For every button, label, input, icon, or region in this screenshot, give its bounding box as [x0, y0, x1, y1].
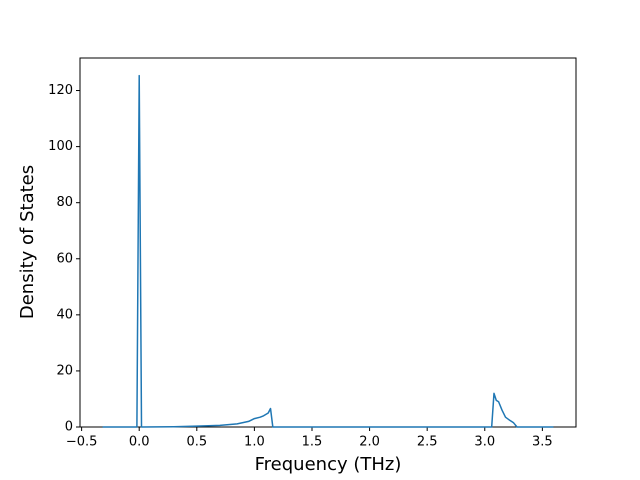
y-axis-label: Density of States: [17, 165, 38, 319]
y-tick-label: 20: [56, 363, 73, 378]
x-tick-label: 1.0: [244, 435, 265, 450]
y-tick-label: 120: [48, 83, 73, 98]
x-tick-label: 0.5: [186, 435, 207, 450]
x-tick-label: 2.5: [417, 435, 438, 450]
x-tick-label: 3.5: [532, 435, 553, 450]
x-tick-label: −0.5: [66, 435, 98, 450]
y-tick-label: 40: [56, 307, 73, 322]
x-axis-label: Frequency (THz): [255, 454, 402, 475]
y-tick-label: 100: [48, 139, 73, 154]
x-tick-label: 1.5: [302, 435, 323, 450]
y-tick-label: 0: [65, 420, 73, 435]
axes-frame: [79, 57, 577, 428]
data-line: [102, 74, 554, 428]
x-tick-label: 2.0: [359, 435, 380, 450]
x-tick-label: 0.0: [129, 435, 150, 450]
y-tick-label: 60: [56, 251, 73, 266]
x-tick-label: 3.0: [474, 435, 495, 450]
y-tick-label: 80: [56, 195, 73, 210]
